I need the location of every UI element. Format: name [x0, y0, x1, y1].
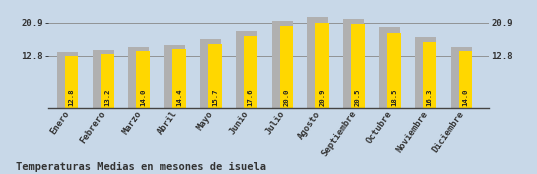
Bar [100, 54, 114, 108]
Text: 20.5: 20.5 [355, 88, 361, 106]
Text: 16.3: 16.3 [426, 88, 433, 106]
Bar [128, 47, 149, 108]
Text: 20.9: 20.9 [319, 88, 325, 106]
Bar [459, 51, 472, 108]
Bar [200, 39, 221, 108]
Text: Temperaturas Medias en mesones de isuela: Temperaturas Medias en mesones de isuela [16, 162, 266, 172]
Text: 15.7: 15.7 [212, 88, 218, 106]
Bar [387, 33, 401, 108]
Bar [236, 31, 257, 108]
Text: 14.4: 14.4 [176, 88, 182, 106]
Text: 12.8: 12.8 [69, 88, 75, 106]
Text: 14.0: 14.0 [462, 88, 468, 106]
Text: 17.6: 17.6 [248, 88, 253, 106]
Bar [164, 45, 185, 108]
Bar [272, 21, 293, 108]
Text: 14.0: 14.0 [140, 88, 146, 106]
Text: 20.0: 20.0 [284, 88, 289, 106]
Bar [172, 49, 186, 108]
Bar [379, 27, 400, 108]
Bar [343, 19, 364, 108]
Bar [57, 52, 78, 108]
Bar [244, 36, 257, 108]
Bar [451, 47, 471, 108]
Bar [415, 37, 436, 108]
Bar [92, 50, 114, 108]
Bar [351, 24, 365, 108]
Text: 18.5: 18.5 [391, 88, 397, 106]
Bar [280, 26, 293, 108]
Bar [315, 23, 329, 108]
Bar [136, 51, 150, 108]
Bar [423, 42, 437, 108]
Bar [307, 17, 329, 108]
Bar [208, 44, 222, 108]
Bar [65, 56, 78, 108]
Text: 13.2: 13.2 [104, 88, 111, 106]
